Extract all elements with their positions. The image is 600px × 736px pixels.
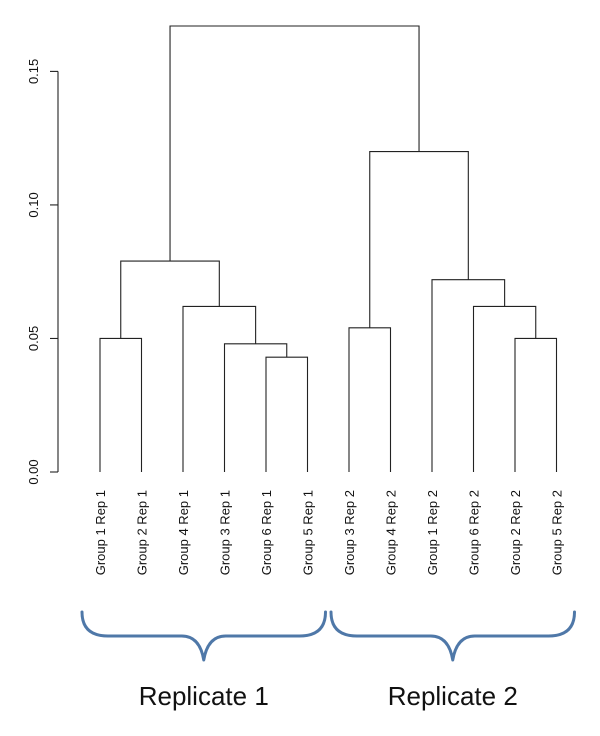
leaf-label: Group 2 Rep 1: [135, 490, 150, 575]
leaf-label: Group 5 Rep 1: [301, 490, 316, 575]
dendrogram-link: [369, 150, 469, 328]
dendrogram-link: [472, 305, 537, 472]
leaf-label: Group 6 Rep 1: [259, 490, 274, 575]
y-tick-label: 0.10: [26, 192, 41, 217]
leaf-label: Group 5 Rep 2: [550, 490, 565, 575]
group-label: Replicate 2: [388, 681, 518, 711]
dendrogram-link: [223, 343, 288, 472]
dendrogram-link: [514, 337, 558, 472]
y-tick-label: 0.05: [26, 326, 41, 351]
dendrogram-link: [99, 337, 143, 472]
group-brace: [329, 610, 576, 662]
dendrogram-link: [265, 356, 309, 472]
group-brace: [80, 610, 327, 662]
leaf-label: Group 2 Rep 2: [508, 490, 523, 575]
y-tick-label: 0.15: [26, 59, 41, 84]
y-tick-label: 0.00: [26, 459, 41, 484]
leaf-label: Group 4 Rep 2: [384, 490, 399, 575]
leaf-label: Group 1 Rep 2: [425, 490, 440, 575]
leaf-label: Group 6 Rep 2: [467, 490, 482, 575]
leaf-labels: Group 1 Rep 1 Group 2 Rep 1 Group 4 Rep 1 G…: [93, 490, 565, 575]
dendrogram-link: [431, 279, 506, 472]
leaf-label: Group 3 Rep 1: [218, 490, 233, 575]
dendrogram-link: [182, 305, 257, 472]
leaf-label: Group 1 Rep 1: [93, 490, 108, 575]
leaf-label: Group 3 Rep 2: [342, 490, 357, 575]
dendrogram-link: [120, 260, 220, 339]
dendrogram-link: [169, 25, 420, 262]
dendrogram-link: [348, 327, 392, 472]
y-axis: 0.00 0.05 0.10 0.15: [26, 59, 59, 485]
group-label: Replicate 1: [139, 681, 269, 711]
dendrogram-links: [99, 25, 558, 472]
leaf-label: Group 4 Rep 1: [176, 490, 191, 575]
group-braces: Replicate 1 Replicate 2: [80, 610, 576, 711]
